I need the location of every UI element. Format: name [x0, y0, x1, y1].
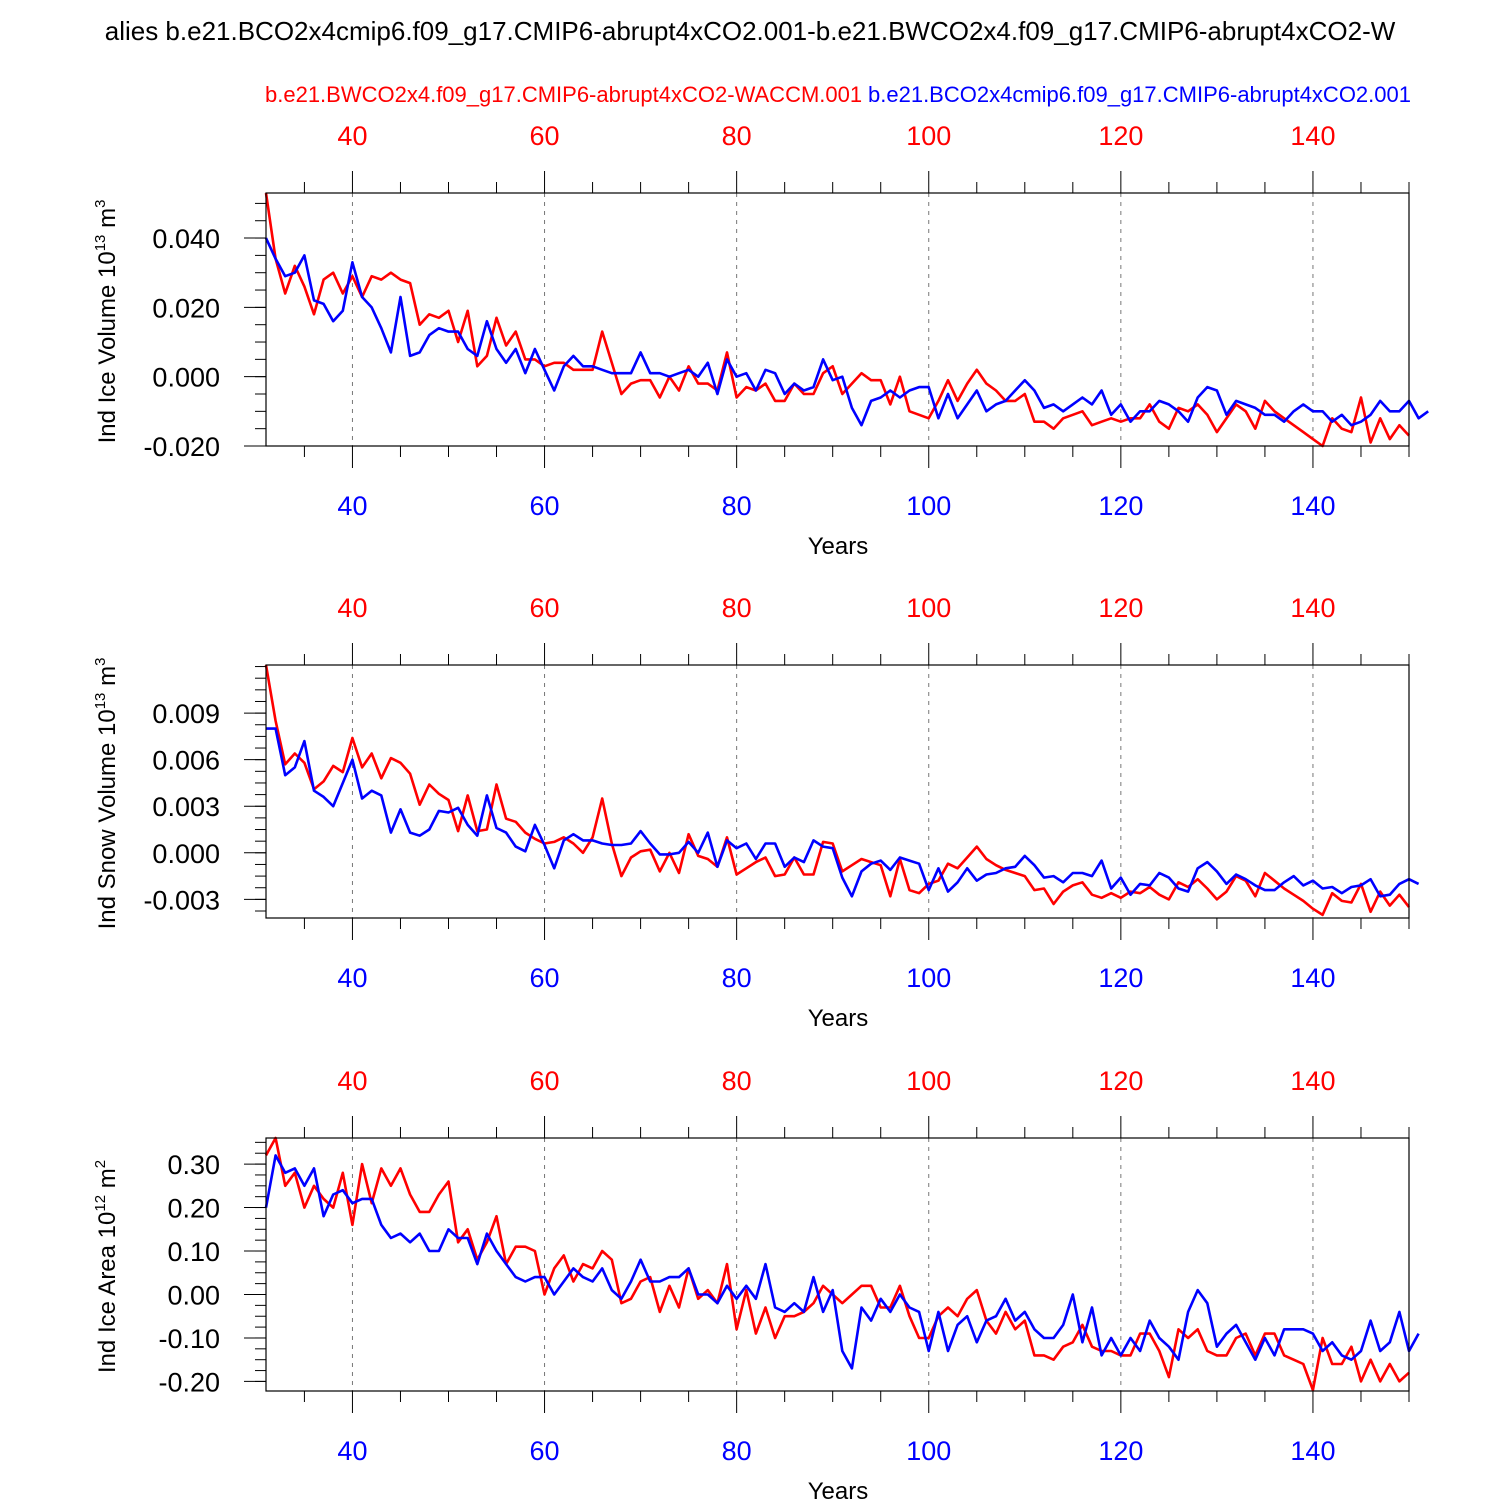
x-tick-label-top: 120: [1098, 593, 1143, 623]
x-tick-label-top: 100: [906, 593, 951, 623]
y-axis-label-unit-exponent: 3: [92, 658, 109, 666]
y-axis-label: Ind Ice Volume 1013 m3: [92, 200, 121, 444]
y-axis-label-unit: m: [94, 208, 121, 235]
plot-frame: [265, 192, 1410, 447]
y-axis-label: Ind Snow Volume 1013 m3: [92, 658, 121, 930]
x-tick-label-bottom: 120: [1098, 491, 1143, 521]
y-tick-label: 0.20: [167, 1194, 220, 1224]
x-tick-label-bottom: 40: [337, 1436, 367, 1466]
y-tick-label: -0.020: [143, 432, 220, 462]
series-line-red: [264, 1136, 1410, 1392]
y-tick-label: 0.000: [152, 363, 220, 393]
x-tick-label-top: 100: [906, 1066, 951, 1096]
x-tick-label-bottom: 140: [1290, 963, 1335, 993]
x-tick-label-top: 40: [337, 593, 367, 623]
x-tick-label-top: 60: [530, 121, 560, 151]
x-tick-label-bottom: 80: [722, 1436, 752, 1466]
y-axis-label-unit: m: [94, 666, 121, 693]
y-tick-label: 0.10: [167, 1237, 220, 1267]
y-tick-label: 0.009: [152, 699, 220, 729]
x-tick-label-top: 80: [722, 121, 752, 151]
x-tick-label-top: 80: [722, 593, 752, 623]
legend-blue-label: b.e21.BCO2x4cmip6.f09_g17.CMIP6-abrupt4x…: [868, 82, 1411, 107]
series-line-blue: [264, 237, 1429, 427]
x-tick-label-bottom: 60: [530, 491, 560, 521]
x-axis-label: Years: [808, 533, 869, 560]
x-tick-label-top: 120: [1098, 1066, 1143, 1096]
x-axis-label: Years: [808, 1005, 869, 1032]
y-axis-label-main: Ind Ice Area 10: [94, 1212, 121, 1373]
series-line-red: [264, 664, 1411, 917]
y-axis-label-unit-exponent: 2: [92, 1160, 109, 1168]
y-tick-label: -0.003: [143, 885, 220, 915]
x-tick-label-top: 100: [906, 121, 951, 151]
x-tick-label-bottom: 80: [722, 963, 752, 993]
x-tick-label-bottom: 100: [906, 963, 951, 993]
y-axis-label-unit-exponent: 3: [92, 200, 109, 208]
x-tick-label-bottom: 140: [1290, 1436, 1335, 1466]
y-axis-label-unit: m: [94, 1168, 121, 1195]
y-tick-label: 0.040: [152, 224, 220, 254]
x-axis-label: Years: [808, 1478, 869, 1500]
x-tick-label-bottom: 40: [337, 963, 367, 993]
figure-title: alies b.e21.BCO2x4cmip6.f09_g17.CMIP6-ab…: [105, 16, 1396, 46]
y-tick-label: -0.10: [158, 1324, 220, 1354]
y-tick-label: 0.020: [152, 293, 220, 323]
y-tick-label: -0.20: [158, 1367, 220, 1397]
x-tick-label-bottom: 40: [337, 491, 367, 521]
x-tick-label-bottom: 140: [1290, 491, 1335, 521]
chart-panel-1: 40 40 60 60 80 80 100 100 120 120 140 140 Years -0.02…: [92, 121, 1429, 560]
x-tick-label-top: 120: [1098, 121, 1143, 151]
x-tick-label-bottom: 100: [906, 491, 951, 521]
y-tick-label: 0.00: [167, 1280, 220, 1310]
x-tick-label-top: 140: [1290, 593, 1335, 623]
legend-red-label: b.e21.BWCO2x4.f09_g17.CMIP6-abrupt4xCO2-…: [265, 82, 862, 107]
x-tick-label-top: 60: [530, 1066, 560, 1096]
y-axis-label-exponent: 12: [92, 1195, 109, 1212]
x-tick-label-bottom: 120: [1098, 1436, 1143, 1466]
series-line-blue: [264, 1154, 1420, 1370]
chart-panels: 40 40 60 60 80 80 100 100 120 120 140 140 Years -0.02…: [92, 121, 1429, 1500]
x-tick-label-bottom: 60: [530, 963, 560, 993]
x-tick-label-top: 140: [1290, 121, 1335, 151]
x-tick-label-top: 60: [530, 593, 560, 623]
y-tick-label: 0.30: [167, 1150, 220, 1180]
plot-frame: [265, 1137, 1410, 1392]
y-axis-label-main: Ind Snow Volume 10: [94, 709, 121, 929]
x-tick-label-bottom: 100: [906, 1436, 951, 1466]
y-axis-label-exponent: 13: [92, 693, 109, 710]
y-axis-label: Ind Ice Area 1012 m2: [92, 1160, 121, 1373]
y-tick-label: 0.003: [152, 792, 220, 822]
y-axis-label-exponent: 13: [92, 235, 109, 252]
series-line-blue: [266, 727, 1420, 898]
plot-frame: [265, 664, 1410, 919]
x-tick-label-top: 40: [337, 121, 367, 151]
chart-panel-2: 40 40 60 60 80 80 100 100 120 120 140 140 Years -0.00…: [92, 593, 1420, 1032]
series-line-red: [264, 192, 1410, 448]
y-axis-label-main: Ind Ice Volume 10: [94, 251, 121, 443]
x-tick-label-bottom: 120: [1098, 963, 1143, 993]
x-tick-label-top: 40: [337, 1066, 367, 1096]
y-tick-label: 0.006: [152, 746, 220, 776]
x-tick-label-top: 140: [1290, 1066, 1335, 1096]
chart-panel-3: 40 40 60 60 80 80 100 100 120 120 140 140 Years -0.20…: [92, 1066, 1420, 1500]
y-tick-label: 0.000: [152, 839, 220, 869]
x-tick-label-bottom: 80: [722, 491, 752, 521]
x-tick-label-bottom: 60: [530, 1436, 560, 1466]
x-tick-label-top: 80: [722, 1066, 752, 1096]
